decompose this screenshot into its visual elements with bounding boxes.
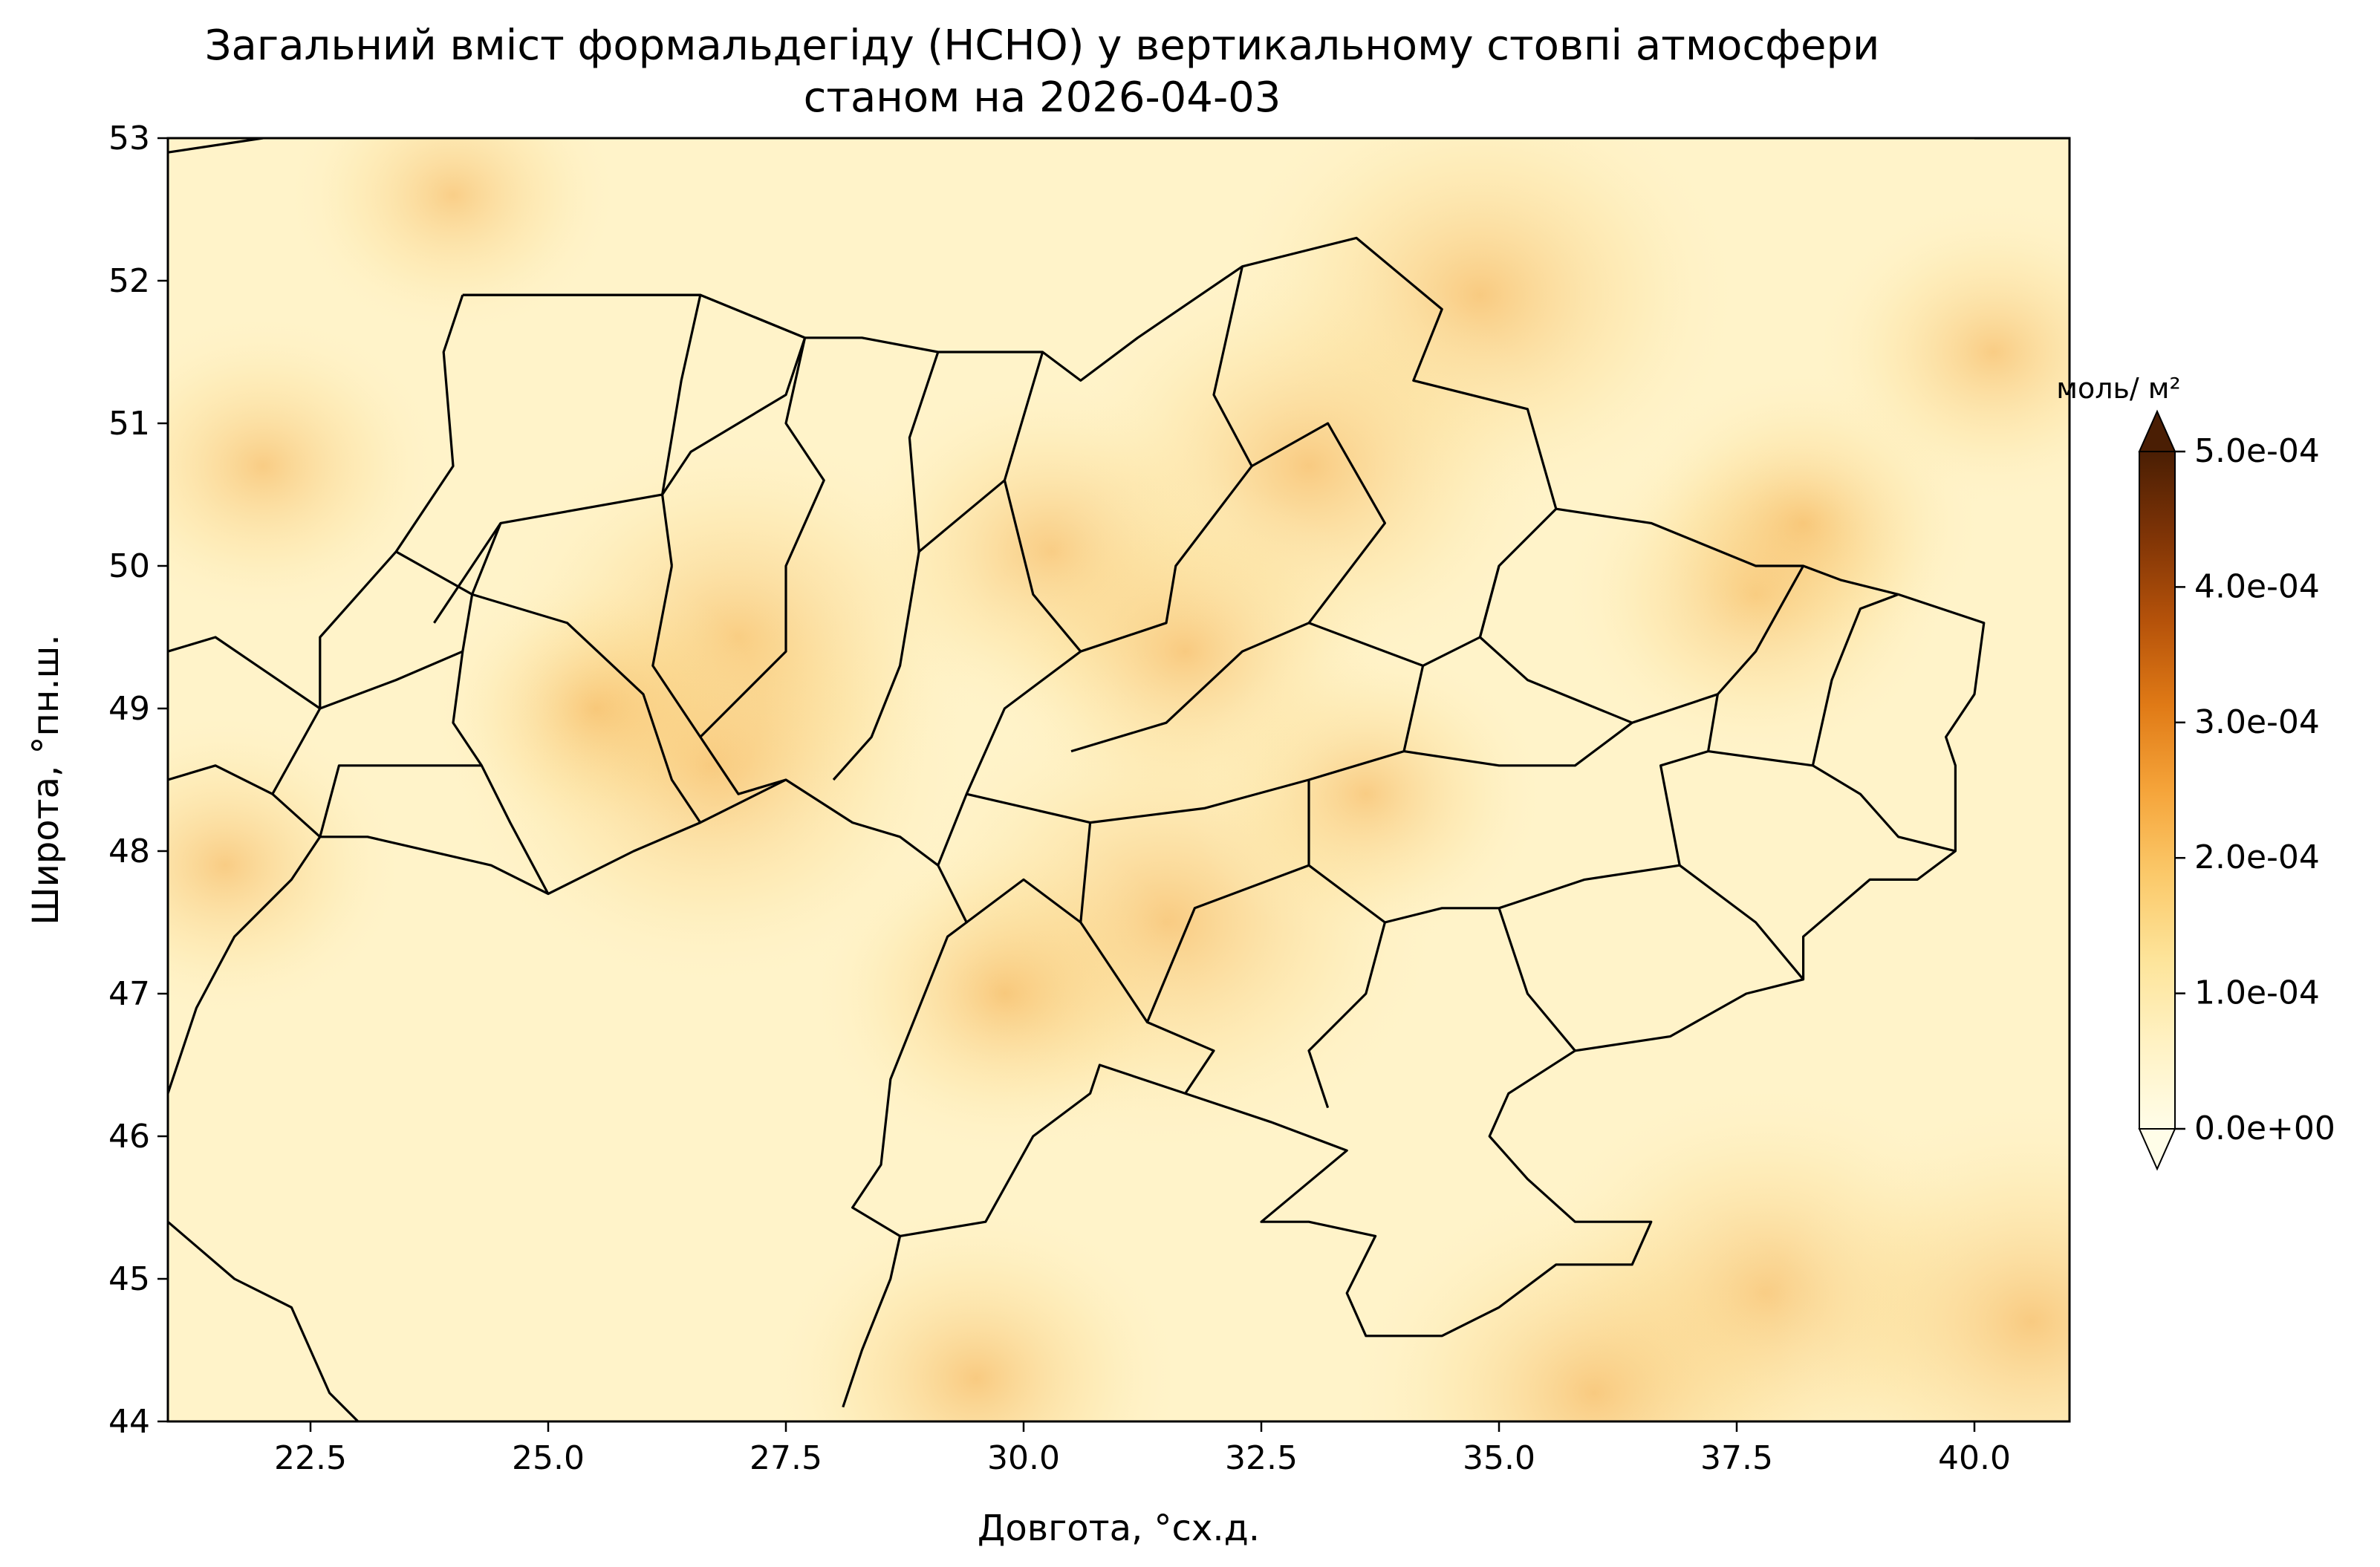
hcho-hotspot xyxy=(1815,201,2070,504)
oblast-boundary xyxy=(918,479,1006,553)
hcho-hotspot xyxy=(288,138,618,336)
plot-area xyxy=(166,137,2071,1423)
oblast-boundary xyxy=(1307,780,1386,1109)
colorbar-tick-label: 4.0e-04 xyxy=(2194,567,2320,605)
x-tick-label: 32.5 xyxy=(1225,1439,1298,1477)
map-title-line-1: Загальний вміст формальдегіду (HCHO) у в… xyxy=(204,22,1880,70)
colorbar-tick-label: 3.0e-04 xyxy=(2194,703,2320,741)
oblast-boundary xyxy=(1403,721,1633,767)
x-tick-label: 30.0 xyxy=(987,1439,1060,1477)
y-tick-label: 53 xyxy=(108,120,150,157)
oblast-boundary xyxy=(937,650,1082,866)
oblast-boundary xyxy=(319,764,482,838)
country-border xyxy=(168,636,321,710)
y-tick-label: 49 xyxy=(108,690,150,728)
oblast-boundary xyxy=(1708,750,1956,853)
oblast-boundary xyxy=(699,337,825,738)
country-border xyxy=(168,138,264,154)
hcho-field xyxy=(168,138,2070,1421)
colorbar-extend-min xyxy=(2138,1128,2176,1171)
y-axis: 44 45 46 47 48 49 50 51 52 53 xyxy=(108,120,168,1441)
oblast-boundary xyxy=(1145,864,1310,1023)
y-tick-label: 45 xyxy=(108,1260,150,1298)
oblast-boundary xyxy=(661,293,807,567)
x-tick-label: 35.0 xyxy=(1463,1439,1535,1477)
colorbar-tick-label: 5.0e-04 xyxy=(2194,432,2320,470)
admin-boundaries xyxy=(168,138,2070,1421)
hcho-hotspot xyxy=(1772,1101,2070,1421)
plot-frame xyxy=(166,137,2071,1423)
country-border xyxy=(168,1220,360,1421)
y-tick-label: 44 xyxy=(108,1403,150,1441)
country-border xyxy=(168,835,322,1094)
colorbar-extend-max xyxy=(2138,409,2176,452)
colorbar-tick-label: 0.0e+00 xyxy=(2194,1110,2335,1147)
y-tick-label: 52 xyxy=(108,262,150,300)
oblast-boundary xyxy=(832,351,940,781)
x-tick-label: 27.5 xyxy=(750,1439,822,1477)
y-tick-label: 46 xyxy=(108,1118,150,1156)
colorbar-tick-label: 1.0e-04 xyxy=(2194,974,2320,1012)
oblast-boundary xyxy=(1498,908,1576,1052)
hcho-hotspot xyxy=(1349,1185,1839,1421)
ukraine-border xyxy=(271,236,1986,1338)
hcho-hotspot xyxy=(813,830,1197,1157)
hcho-hotspot xyxy=(771,1204,1181,1421)
hcho-hotspot xyxy=(168,714,403,1017)
colorbar-unit-label: моль/ м² xyxy=(2056,372,2180,405)
colorbar-ticks: 0.0e+00 1.0e-04 2.0e-04 3.0e-04 4.0e-04 5.0e-… xyxy=(2175,432,2335,1147)
country-border xyxy=(168,764,273,795)
hcho-hotspot xyxy=(431,568,761,849)
y-tick-label: 51 xyxy=(108,405,150,443)
oblast-boundary xyxy=(1003,266,1253,653)
y-tick-label: 50 xyxy=(108,547,150,585)
x-tick-label: 22.5 xyxy=(274,1439,347,1477)
colorbar-gradient xyxy=(2139,451,2176,1130)
x-axis-label: Довгота, °сх.д. xyxy=(978,1508,1260,1549)
country-border xyxy=(842,1236,902,1408)
oblast-boundary xyxy=(319,650,464,710)
hcho-hotspot xyxy=(1187,642,1544,946)
x-tick-label: 40.0 xyxy=(1938,1439,2011,1477)
colorbar: моль/ м² 0.0e+00 1.0e-04 2.0e-04 3.0e-04 4.0… xyxy=(2056,372,2335,1171)
oblast-boundary xyxy=(395,550,702,824)
oblast-boundary xyxy=(1659,694,1804,980)
oblast-boundary xyxy=(1811,593,1899,766)
oblast-boundary xyxy=(433,293,702,624)
map-title-line-2: станом на 2026-04-03 xyxy=(803,74,1281,122)
oblast-boundary xyxy=(966,665,1425,824)
x-tick-label: 25.0 xyxy=(512,1439,585,1477)
y-tick-label: 48 xyxy=(108,833,150,870)
y-axis-label: Широта, °пн.ш. xyxy=(25,634,67,925)
x-axis: 22.5 25.0 27.5 30.0 32.5 35.0 37.5 40.0 xyxy=(274,1421,2011,1477)
hcho-hotspot xyxy=(168,314,441,618)
y-tick-label: 47 xyxy=(108,975,150,1013)
oblast-boundary xyxy=(966,878,1082,924)
colorbar-tick-label: 2.0e-04 xyxy=(2194,838,2320,876)
x-tick-label: 37.5 xyxy=(1700,1439,1773,1477)
